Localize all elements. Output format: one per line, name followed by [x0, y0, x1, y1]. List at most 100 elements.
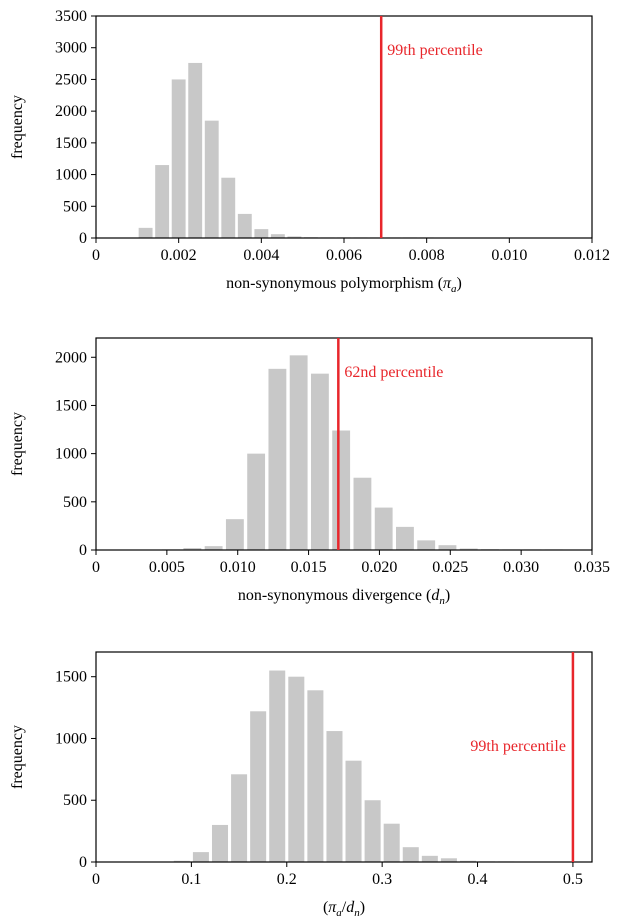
- histogram-bar: [254, 229, 269, 238]
- x-tick-label: 0.010: [491, 247, 527, 264]
- y-tick-label: 2000: [55, 103, 87, 120]
- histogram-bar: [250, 711, 267, 862]
- y-tick-label: 3000: [55, 40, 87, 57]
- x-tick-label: 0.002: [161, 247, 197, 264]
- histogram-bar: [173, 860, 190, 862]
- histogram-bar: [440, 858, 457, 862]
- histogram-bar: [204, 546, 223, 550]
- histogram-bar: [307, 690, 324, 862]
- x-tick-label: 0.008: [409, 247, 445, 264]
- y-tick-label: 2500: [55, 71, 87, 88]
- y-axis-title: frequency: [9, 95, 26, 159]
- y-tick-label: 500: [63, 494, 87, 511]
- histogram-bar: [231, 774, 248, 862]
- histogram-bar: [270, 234, 285, 238]
- x-tick-label: 0.004: [243, 247, 279, 264]
- histogram-bar: [438, 545, 457, 550]
- x-tick-label: 0.1: [181, 871, 201, 888]
- y-tick-label: 0: [79, 854, 87, 871]
- percentile-marker-label: 62nd percentile: [344, 364, 443, 381]
- panel-1: 0 0.002 0.004 0.006 0.008 0.010 0.012 0 500 1000 1…: [9, 8, 610, 295]
- histogram-bar: [310, 373, 329, 550]
- y-tick-label: 0: [79, 542, 87, 559]
- x-tick-label: 0.025: [432, 559, 468, 576]
- histogram-bar: [332, 430, 351, 550]
- histogram-bar: [326, 731, 343, 862]
- x-tick-label: 0.005: [149, 559, 185, 576]
- histogram-bar: [421, 855, 438, 862]
- x-tick-label: 0: [92, 559, 100, 576]
- y-tick-label: 0: [79, 230, 87, 247]
- histogram-bar: [459, 860, 477, 862]
- x-tick-label: 0.4: [468, 871, 488, 888]
- x-axis-title: non-synonymous divergence (dn): [238, 587, 450, 607]
- x-axis-title: non-synonymous polymorphism (πa): [226, 275, 462, 295]
- x-tick-label: 0.006: [326, 247, 362, 264]
- x-axis-symbol: π: [328, 899, 337, 916]
- histogram-bar: [188, 62, 203, 239]
- histogram-bar: [268, 368, 287, 550]
- x-tick-label: 0.030: [503, 559, 539, 576]
- y-tick-label: 1500: [55, 135, 87, 152]
- x-tick-label: 0.010: [220, 559, 256, 576]
- histogram-bar: [402, 847, 419, 862]
- histogram-bar: [364, 800, 381, 862]
- x-tick-label: 0.2: [277, 871, 297, 888]
- histogram-bar: [138, 227, 153, 238]
- percentile-marker-label: 99th percentile: [470, 738, 566, 755]
- y-tick-label: 500: [63, 198, 87, 215]
- x-axis-subscript: a: [336, 907, 342, 919]
- histogram-bar: [247, 453, 266, 550]
- y-tick-label: 1500: [55, 397, 87, 414]
- x-axis-title: (πa/dn): [323, 899, 365, 919]
- x-tick-label: 0.5: [563, 871, 583, 888]
- histogram-bar: [289, 355, 308, 550]
- panel-3: 0 0.1 0.2 0.3 0.4 0.5 0 500 1000 1500 frequency (πa…: [9, 651, 593, 919]
- x-axis-symbol: d: [346, 899, 355, 916]
- y-tick-label: 1000: [55, 446, 87, 463]
- histogram-bar: [345, 760, 362, 862]
- histogram-bar: [211, 824, 229, 862]
- y-tick-label: 500: [63, 792, 87, 809]
- y-axis-title: frequency: [9, 412, 26, 476]
- x-tick-label: 0: [92, 247, 100, 264]
- plot-frame: [95, 15, 593, 239]
- y-tick-label: 1000: [55, 730, 87, 747]
- y-tick-label: 1500: [55, 669, 87, 686]
- x-axis-subscript: a: [451, 283, 457, 295]
- x-axis-title-text: (: [323, 899, 328, 916]
- histogram-bar: [155, 165, 170, 238]
- x-axis-symbol: d: [431, 587, 440, 604]
- x-tick-label: 0.012: [574, 247, 610, 264]
- histogram-bar: [225, 519, 244, 550]
- x-axis-subscript: n: [439, 595, 445, 607]
- x-axis-subscript: n: [354, 907, 360, 919]
- x-axis-title-text: ): [360, 899, 365, 916]
- histogram-bar: [353, 477, 372, 550]
- x-tick-label: 0.035: [574, 559, 610, 576]
- histogram-bar: [288, 676, 305, 862]
- histogram-bar: [221, 177, 236, 238]
- x-tick-label: 0.3: [372, 871, 392, 888]
- y-tick-label: 1000: [55, 167, 87, 184]
- plot-frame: [95, 651, 593, 863]
- histogram-bar: [269, 670, 286, 862]
- histogram-bar: [192, 852, 209, 862]
- x-axis-title-text: ): [457, 275, 462, 292]
- histogram-bar: [287, 236, 302, 238]
- y-axis-title: frequency: [9, 725, 26, 789]
- histogram-bar: [396, 526, 414, 550]
- x-axis-title-text: non-synonymous divergence (: [238, 587, 431, 604]
- x-tick-label: 0.015: [291, 559, 327, 576]
- histogram-bar: [237, 213, 252, 238]
- x-axis-title-text: non-synonymous polymorphism (: [226, 275, 443, 292]
- x-axis-symbol: π: [443, 275, 452, 292]
- x-tick-label: 0: [92, 871, 100, 888]
- histogram-bar: [383, 823, 400, 862]
- x-tick-label: 0.020: [361, 559, 397, 576]
- histogram-bar: [374, 507, 393, 550]
- histogram-bar: [417, 540, 436, 550]
- histogram-bar: [183, 548, 202, 550]
- plot-frame: [95, 337, 593, 551]
